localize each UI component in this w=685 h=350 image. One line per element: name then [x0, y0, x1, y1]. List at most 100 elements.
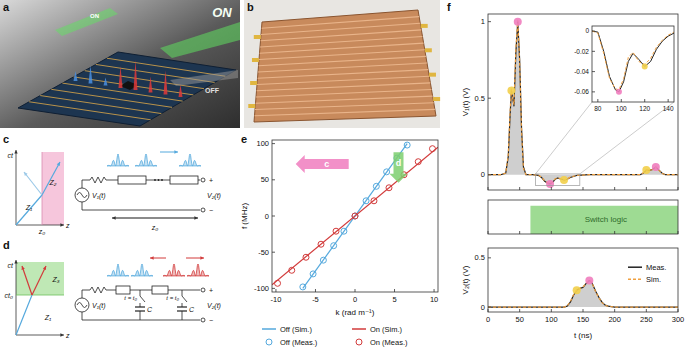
legend-label: Sim. [646, 275, 661, 284]
pcb-trace [256, 90, 432, 98]
highlight-marker [652, 163, 660, 171]
board [18, 52, 236, 126]
x-tick [519, 231, 520, 234]
legend-label: On (Sim.) [370, 325, 403, 334]
ellipsis-dot [161, 179, 163, 181]
pcb-trace [257, 76, 429, 84]
wave-packet [179, 154, 201, 166]
point [275, 280, 281, 286]
beam [170, 70, 238, 86]
x-tick [668, 99, 669, 102]
arrow [32, 266, 46, 295]
x-tick [394, 289, 395, 292]
arrow [42, 162, 60, 195]
y-tick-label: -0.02 [574, 48, 589, 55]
highlight-marker [642, 64, 648, 70]
label: OFF [205, 87, 220, 94]
wire [82, 177, 200, 188]
arrow [16, 225, 64, 226]
trace [51, 89, 172, 107]
arrow-head [150, 256, 154, 259]
point [300, 284, 306, 290]
panel-label: a [3, 1, 10, 13]
x-tick-label: -10 [271, 295, 282, 304]
legend-label: Off (Sim.) [280, 325, 312, 334]
x-axis-label: k (rad m⁻¹) [336, 308, 375, 317]
label: z [65, 222, 70, 229]
x-tick [488, 231, 489, 234]
arrow-head [24, 172, 28, 176]
region-z2 [42, 152, 64, 225]
x-tick [646, 309, 647, 312]
y-tick [592, 91, 595, 92]
source-symbol [77, 193, 87, 198]
chart-f-v2: 05010015020025030000.5t (ns)V₂(t) (V)Mea… [461, 248, 684, 340]
connector [250, 81, 257, 85]
arrow-head [43, 266, 46, 270]
wave-packet [187, 264, 209, 276]
panel-label: b [247, 1, 254, 13]
y-tick-label: 100 [256, 139, 269, 148]
line [488, 20, 678, 183]
arrow [16, 150, 17, 225]
ray [16, 295, 32, 335]
x-tick [551, 231, 552, 234]
ellipsis-dot [154, 179, 156, 181]
legend-label: On (Meas.) [370, 338, 408, 347]
y-tick-label: -0.06 [574, 88, 589, 95]
label: Z₁ [25, 204, 33, 211]
zoom-box [536, 174, 580, 185]
plot-frame [272, 140, 438, 292]
point [352, 213, 358, 219]
legend-key [628, 278, 642, 280]
label: V₂(t) [207, 302, 221, 310]
plot-frame [592, 26, 674, 102]
pulse-spike [149, 76, 153, 92]
trace [107, 58, 225, 76]
legend-key [628, 266, 642, 268]
terminal [201, 288, 205, 292]
y-axis-label: f (MHz) [240, 203, 249, 230]
line-segment [170, 176, 198, 184]
legend-key [262, 328, 276, 330]
connector [248, 104, 255, 108]
arrow-head [14, 260, 17, 264]
label: V₂(t) [207, 192, 221, 200]
arrow-head [60, 333, 64, 336]
panel-label: f [447, 1, 451, 13]
point [303, 254, 309, 260]
label: V₁(t) [92, 302, 105, 310]
y-tick [592, 71, 595, 72]
connector [252, 58, 259, 62]
pcb-trace [260, 37, 423, 48]
connector [254, 35, 261, 39]
label: ct [8, 262, 15, 269]
x-axis-label: t (ns) [574, 331, 593, 340]
chart-f-v1: 00.51V₁(t) (V) [461, 14, 678, 190]
y-tick [488, 257, 491, 258]
data-layer [272, 142, 438, 290]
beam [160, 22, 240, 58]
pcb-trace [261, 23, 420, 34]
point [289, 267, 295, 273]
arrow-head [57, 162, 60, 166]
x-tick [275, 289, 276, 292]
arrow [112, 218, 198, 219]
pcb-trace [255, 103, 434, 110]
highlight-marker [546, 180, 554, 188]
data-layer [592, 31, 674, 95]
x-tick [678, 309, 679, 312]
label: Z₁ [44, 314, 52, 321]
line-segment [152, 286, 168, 294]
x-tick [614, 231, 615, 234]
highlight-marker [560, 176, 568, 184]
x-tick-label: 140 [663, 105, 674, 112]
source [75, 298, 89, 312]
wave-packet [163, 264, 185, 276]
label: z₀ [38, 228, 46, 235]
label: ON [212, 5, 232, 20]
x-tick [519, 309, 520, 312]
y-tick-label: -100 [254, 284, 269, 293]
x-tick-label: 10 [430, 295, 438, 304]
terminal [201, 178, 205, 182]
